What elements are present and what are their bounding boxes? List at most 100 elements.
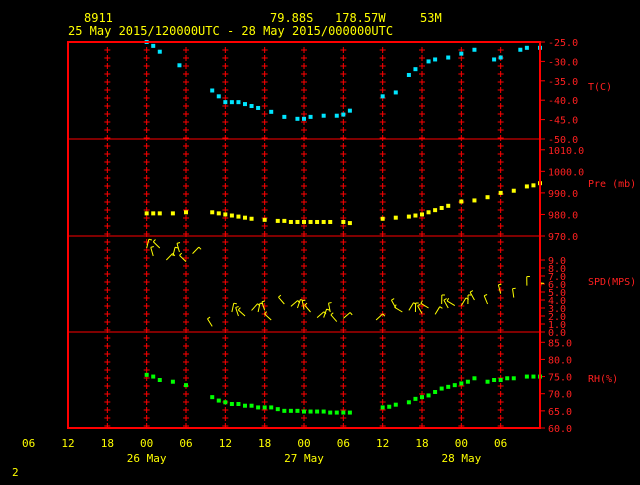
grid-cross — [419, 183, 425, 189]
grid-cross — [419, 407, 425, 413]
grid-cross — [261, 319, 268, 325]
wind-barb — [192, 246, 202, 254]
grid-cross — [340, 415, 347, 421]
grid-cross — [419, 79, 425, 85]
grid-cross — [379, 143, 386, 149]
data-point — [184, 383, 188, 388]
grid-cross — [340, 287, 347, 293]
grid-cross — [497, 335, 504, 341]
y-tick-label: 1000.0 — [548, 167, 584, 178]
data-point — [472, 198, 477, 203]
grid-cross — [458, 343, 465, 349]
data-point — [347, 221, 352, 226]
grid-cross — [222, 167, 229, 173]
grid-cross — [340, 311, 347, 317]
grid-cross — [419, 63, 425, 69]
grid-cross — [379, 231, 386, 237]
data-point — [524, 374, 529, 379]
grid-cross — [419, 159, 425, 165]
grid-cross — [497, 247, 504, 253]
grid-cross — [379, 191, 386, 197]
data-point — [459, 51, 464, 56]
grid-cross — [261, 143, 268, 149]
grid-cross — [301, 175, 307, 181]
y-tick-label: 1010.0 — [548, 146, 584, 157]
grid-cross — [458, 319, 465, 325]
grid-cross — [222, 375, 229, 381]
data-point — [302, 116, 306, 121]
wind-barb — [237, 307, 246, 317]
y-tick-label: -25.0 — [548, 38, 578, 49]
grid-cross — [301, 199, 307, 205]
wind-barb — [375, 313, 386, 321]
grid-cross — [340, 279, 347, 285]
grid-cross — [104, 167, 111, 173]
grid-cross — [301, 359, 307, 365]
grid-cross — [379, 127, 386, 133]
data-point — [498, 378, 503, 382]
grid-cross — [497, 311, 504, 317]
grid-cross — [497, 407, 504, 413]
data-point — [393, 215, 398, 220]
grid-cross — [458, 263, 465, 269]
grid-cross — [340, 255, 347, 261]
grid-cross — [183, 375, 189, 381]
grid-cross — [458, 271, 465, 277]
grid-cross — [104, 127, 111, 133]
grid-cross — [379, 263, 386, 269]
grid-cross — [458, 279, 465, 285]
grid-cross — [183, 119, 189, 125]
grid-cross — [222, 135, 229, 141]
grid-cross — [458, 79, 465, 85]
data-point — [459, 381, 464, 386]
grid-cross — [458, 327, 465, 333]
grid-cross — [458, 359, 465, 365]
grid-cross — [301, 111, 307, 117]
grid-cross — [497, 175, 504, 181]
grid-cross — [261, 351, 268, 357]
grid-cross — [104, 63, 111, 69]
grid-cross — [340, 343, 347, 349]
grid-cross — [261, 95, 268, 101]
grid-cross — [301, 103, 307, 109]
data-point — [387, 404, 392, 409]
grid-cross — [458, 95, 465, 101]
data-point — [413, 396, 418, 401]
grid-cross — [458, 167, 465, 173]
grid-cross — [183, 399, 189, 405]
grid-cross — [261, 87, 268, 93]
grid-cross — [458, 247, 465, 253]
grid-cross — [143, 343, 150, 349]
grid-cross — [183, 239, 189, 245]
grid-cross — [497, 215, 504, 221]
grid-cross — [222, 359, 229, 365]
grid-cross — [261, 151, 268, 157]
grid-cross — [497, 95, 504, 101]
grid-cross — [458, 175, 465, 181]
grid-cross — [419, 95, 425, 101]
grid-cross — [261, 79, 268, 85]
y-tick-label: 990.0 — [548, 189, 578, 200]
grid-cross — [104, 407, 111, 413]
page-number: 2 — [12, 466, 19, 479]
grid-cross — [301, 311, 307, 317]
wind-barb — [446, 298, 456, 307]
data-point — [157, 211, 162, 216]
grid-cross — [183, 255, 189, 261]
y-tick-label: 2.0 — [548, 312, 566, 323]
grid-cross — [301, 287, 307, 293]
grid-cross — [143, 71, 150, 77]
grid-cross — [301, 255, 307, 261]
grid-cross — [104, 383, 111, 389]
grid-cross — [419, 279, 425, 285]
grid-cross — [104, 79, 111, 85]
data-point — [275, 218, 280, 223]
grid-cross — [104, 231, 111, 237]
grid-cross — [222, 159, 229, 165]
grid-cross — [340, 175, 347, 181]
grid-cross — [104, 279, 111, 285]
grid-cross — [222, 175, 229, 181]
grid-cross — [222, 255, 229, 261]
data-point — [433, 57, 438, 62]
grid-cross — [340, 383, 347, 389]
